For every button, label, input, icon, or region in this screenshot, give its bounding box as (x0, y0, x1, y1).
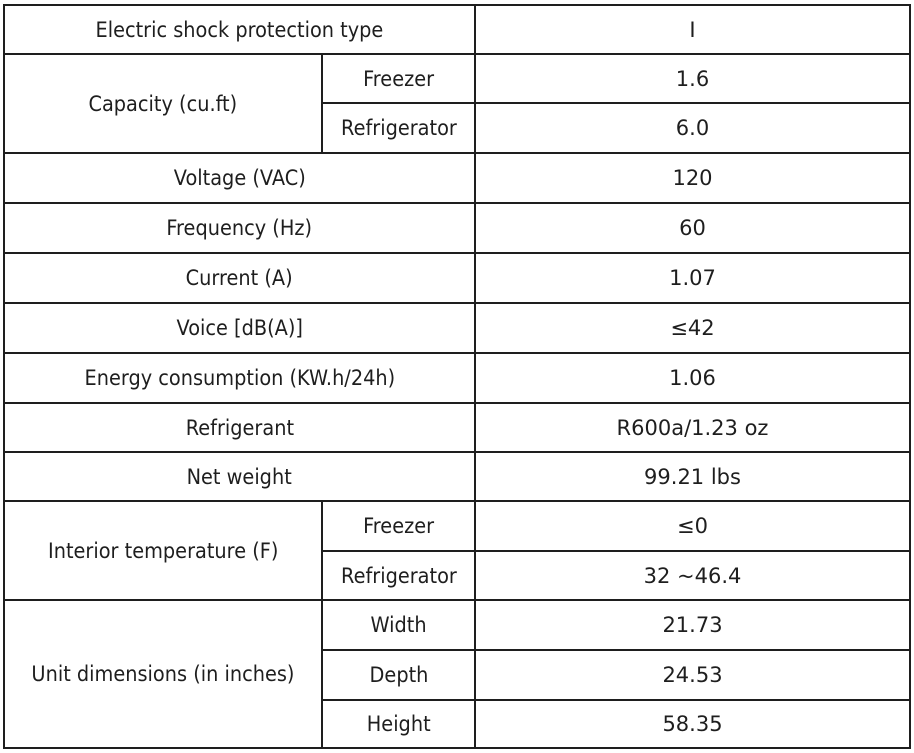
spec-sublabel: Depth (321, 649, 476, 701)
table-row: Depth 24.53 (4, 649, 911, 701)
table-row: Net weight 99.21 lbs (3, 451, 911, 502)
spec-value: 32 ~46.4 (474, 550, 911, 601)
spec-label: Energy consumption (KW.h/24h) (3, 352, 476, 404)
table-row: Refrigerator 32 ~46.4 (4, 550, 911, 601)
table-row: Capacity (cu.ft) Freezer 1.6 (3, 53, 911, 154)
spec-value: ≤42 (474, 302, 911, 354)
spec-value: I (474, 4, 911, 55)
spec-value: 58.35 (474, 699, 911, 749)
spec-value: 6.0 (474, 102, 911, 154)
table-row: Height 58.35 (4, 699, 911, 749)
spec-value: 21.73 (474, 599, 911, 651)
spec-value: 120 (474, 152, 911, 204)
spec-value: 24.53 (474, 649, 911, 701)
table-row: Current (A) 1.07 (3, 252, 911, 304)
spec-value: 1.06 (474, 352, 911, 404)
spec-value: 1.6 (474, 53, 911, 104)
specifications-table: Electric shock protection type I Capacit… (3, 4, 911, 749)
table-row: Voice [dB(A)] ≤42 (3, 302, 911, 354)
spec-sublabel: Height (321, 699, 476, 749)
table-row: Refrigerator 6.0 (4, 102, 911, 154)
spec-label: Voice [dB(A)] (3, 302, 476, 354)
spec-value: 60 (474, 202, 911, 254)
spec-value: ≤0 (474, 500, 911, 552)
table-row: Voltage (VAC) 120 (3, 152, 911, 204)
spec-sublabel: Freezer (321, 53, 476, 104)
spec-sublabel: Refrigerator (321, 102, 476, 154)
spec-label: Electric shock protection type (3, 4, 476, 55)
spec-label: Current (A) (3, 252, 476, 304)
table-row: Interior temperature (F) Freezer ≤0 (3, 500, 911, 601)
spec-sublabel: Width (321, 599, 476, 651)
spec-value: 1.07 (474, 252, 911, 304)
spec-value: 99.21 lbs (474, 451, 911, 502)
table-row: Unit dimensions (in inches) Width 21.73 (3, 599, 911, 749)
spec-sublabel: Refrigerator (321, 550, 476, 601)
spec-label: Refrigerant (3, 402, 476, 453)
table-row: Electric shock protection type I (3, 4, 911, 55)
spec-label: Capacity (cu.ft) (3, 53, 323, 154)
spec-value: R600a/1.23 oz (474, 402, 911, 453)
spec-label: Unit dimensions (in inches) (3, 599, 323, 749)
table-row: Frequency (Hz) 60 (3, 202, 911, 254)
spec-label: Interior temperature (F) (3, 500, 323, 601)
spec-label: Frequency (Hz) (3, 202, 476, 254)
spec-label: Voltage (VAC) (3, 152, 476, 204)
table-row: Energy consumption (KW.h/24h) 1.06 (3, 352, 911, 404)
table-row: Refrigerant R600a/1.23 oz (3, 402, 911, 453)
spec-label: Net weight (3, 451, 476, 502)
spec-sublabel: Freezer (321, 500, 476, 552)
